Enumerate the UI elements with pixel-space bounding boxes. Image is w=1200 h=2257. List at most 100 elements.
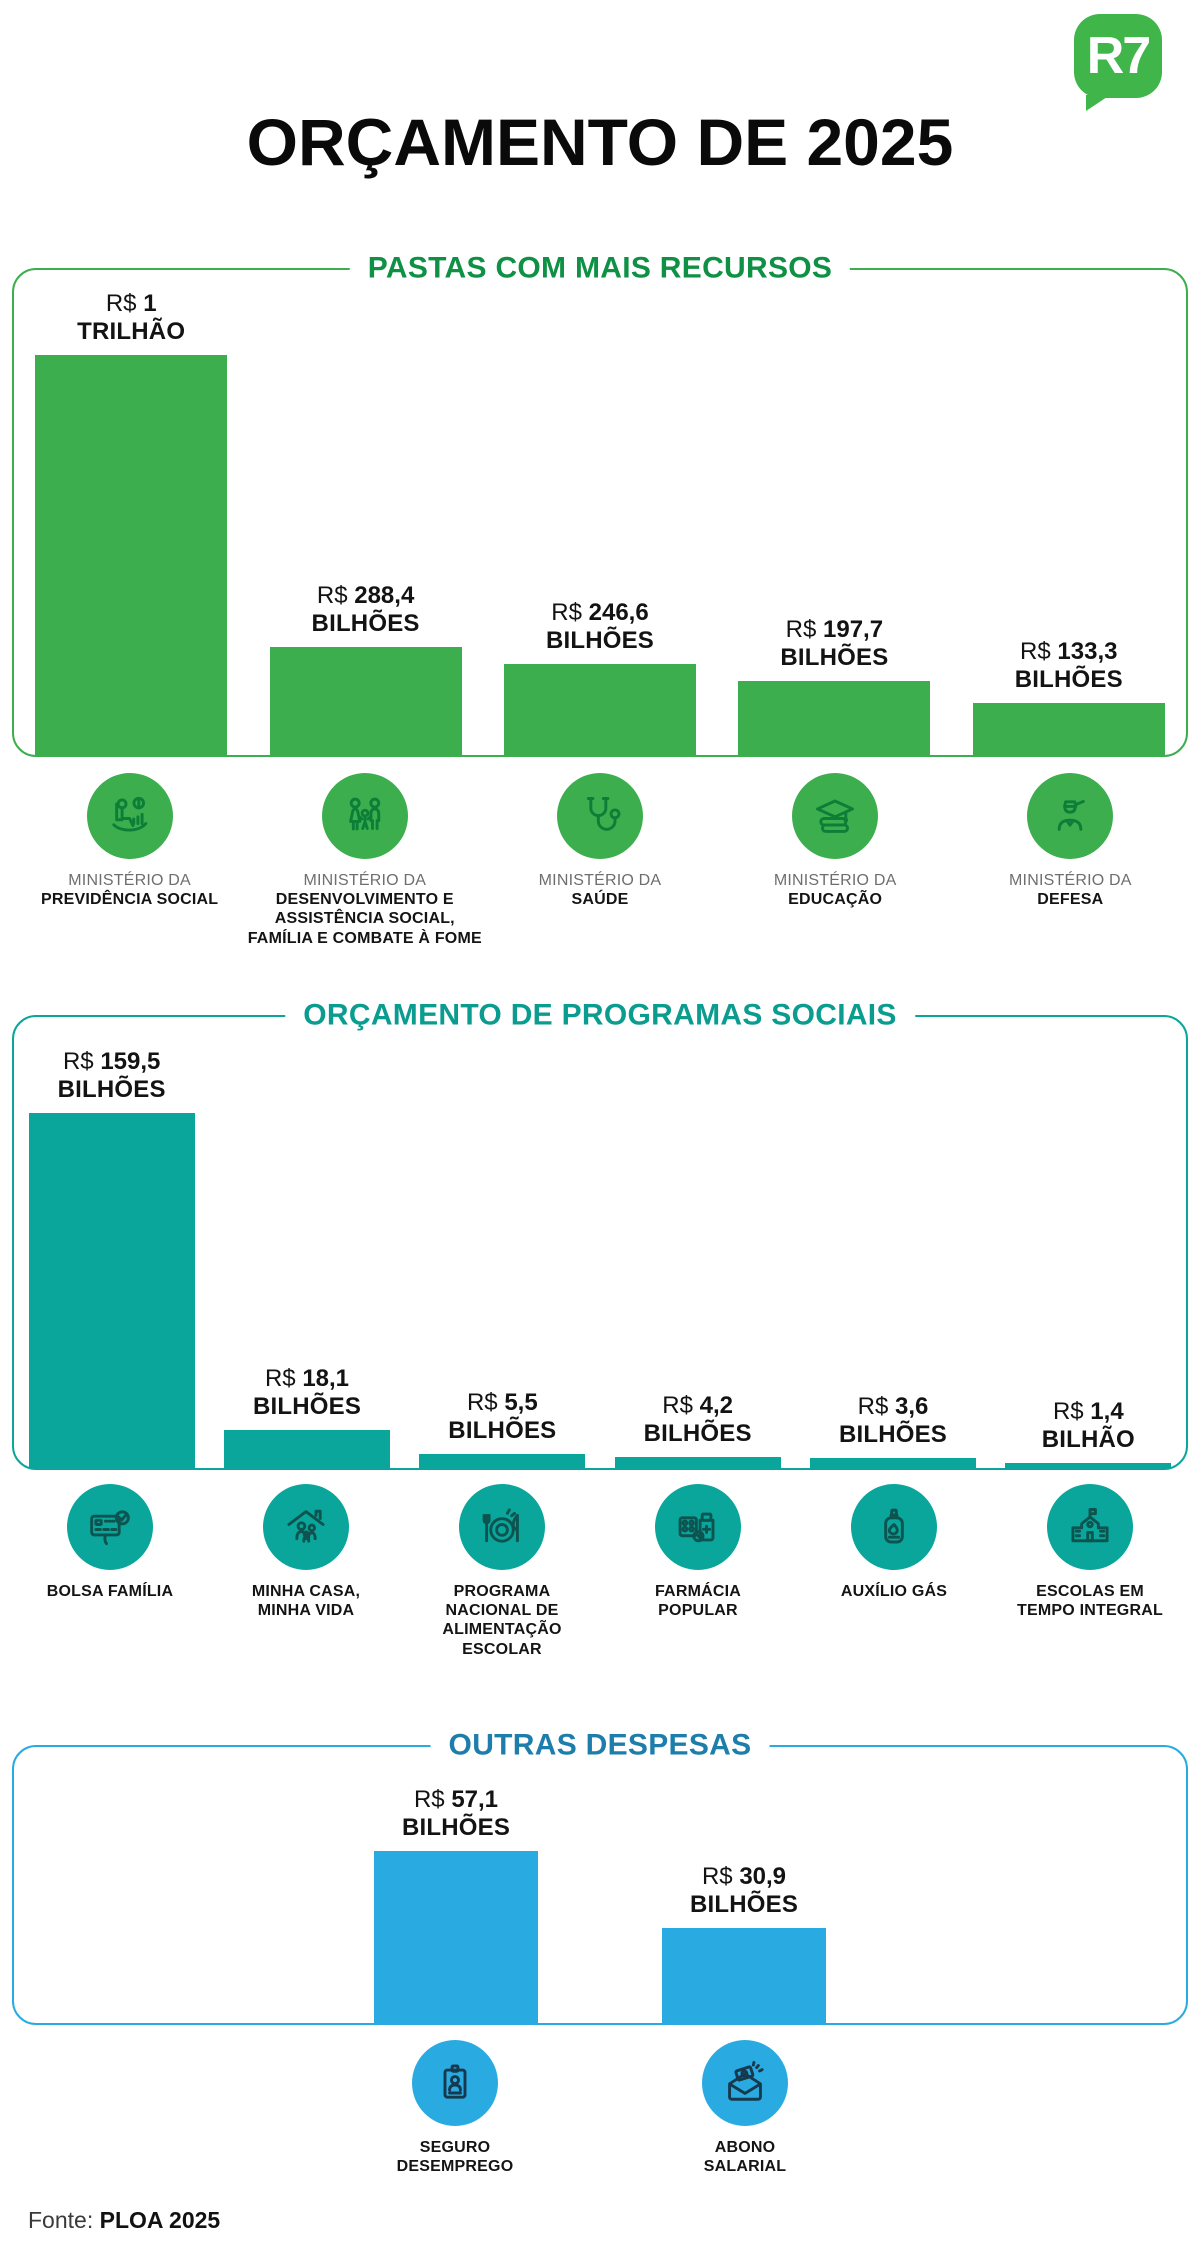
icon-circle — [263, 1484, 349, 1570]
programas-panel: ORÇAMENTO DE PROGRAMAS SOCIAIS R$ 159,5 B… — [12, 998, 1188, 1470]
bar — [662, 1928, 826, 2023]
bar-value-label: R$ 133,3 BILHÕES — [1014, 638, 1123, 694]
outras-legend: SEGURO DESEMPREGO ABONO — [12, 2040, 1188, 2180]
programas-chart: R$ 159,5 BILHÕES R$ 18,1 BILHÕES R$ 5,5 BIL… — [14, 1048, 1186, 1468]
legend-caption: ABONO SALARIAL — [703, 2139, 787, 2176]
legend-caption: AUXÍLIO GÁS — [840, 1583, 948, 1600]
bar — [809, 1458, 976, 1468]
bar — [1005, 1463, 1172, 1468]
legend-caption: FARMÁCIA POPULAR — [654, 1583, 742, 1620]
familia-people-icon — [348, 797, 380, 831]
page-title: ORÇAMENTO DE 2025 — [246, 105, 954, 179]
legend-caption: MINHA CASA, MINHA VIDA — [251, 1583, 361, 1620]
r7-logo: R7 — [1074, 14, 1162, 111]
source-value: PLOA 2025 — [99, 2207, 221, 2233]
section-title: PASTAS COM MAIS RECURSOS — [349, 251, 851, 286]
bar-column: R$ 30,9 BILHÕES — [662, 1863, 826, 2023]
defesa-soldier-icon — [1058, 799, 1086, 831]
bar-column: R$ 57,1 BILHÕES — [374, 1786, 538, 2023]
alimentacao-plate-icon — [482, 1508, 519, 1543]
bar — [269, 647, 462, 755]
bar-value-label: R$ 288,4 BILHÕES — [311, 582, 420, 638]
bolsa-familia-card-icon — [90, 1510, 130, 1546]
section-outras-despesas: OUTRAS DESPESAS R$ 57,1 BILHÕES R$ 30,9 BI… — [0, 1728, 1200, 2180]
bar-value-label: R$ 246,6 BILHÕES — [545, 599, 655, 655]
bar — [738, 681, 931, 755]
bar-column: R$ 159,5 BILHÕES — [14, 1048, 209, 1468]
bar-column: R$ 1 TRILHÃO — [14, 290, 248, 755]
bar-value-label: R$ 1,4 BILHÃO — [1041, 1398, 1135, 1454]
pastas-chart: R$ 1 TRILHÃO R$ 288,4 BILHÕES R$ 246,6 BILH… — [14, 290, 1186, 755]
previdencia-retiree-icon — [111, 796, 147, 832]
legend-caption: MINISTÉRIO DA EDUCAÇÃO — [773, 872, 897, 909]
bar-column: R$ 197,7 BILHÕES — [717, 616, 951, 755]
legend-caption: MINISTÉRIO DA DEFESA — [1009, 872, 1132, 909]
icon-circle — [792, 773, 879, 859]
programas-legend: BOLSA FAMÍLIA — [12, 1484, 1188, 1669]
legend-item: PROGRAMA NACIONAL DE ALIMENTAÇÃO ESCOLAR — [404, 1484, 600, 1669]
legend-item: FARMÁCIA POPULAR — [600, 1484, 796, 1669]
bar-value-label: R$ 4,2 BILHÕES — [643, 1392, 752, 1448]
header: R7 ORÇAMENTO DE 2025 — [0, 0, 1200, 268]
legend-item: BOLSA FAMÍLIA — [12, 1484, 208, 1669]
bar-column: R$ 246,6 BILHÕES — [483, 599, 717, 755]
auxilio-gas-cylinder-icon — [884, 1508, 904, 1544]
bar-value-label: R$ 18,1 BILHÕES — [252, 1365, 362, 1421]
section-title: ORÇAMENTO DE PROGRAMAS SOCIAIS — [285, 998, 915, 1033]
icon-circle — [1027, 773, 1114, 859]
icon-circle — [459, 1484, 545, 1570]
legend-item: ESCOLAS EM TEMPO INTEGRAL — [992, 1484, 1188, 1669]
icon-circle — [1047, 1484, 1133, 1570]
bar — [419, 1454, 586, 1468]
section-title: OUTRAS DESPESAS — [430, 1728, 770, 1763]
icon-circle — [556, 773, 643, 859]
icon-circle — [86, 773, 173, 859]
icon-circle — [321, 773, 408, 859]
icon-circle — [412, 2040, 498, 2126]
bar-value-label: R$ 3,6 BILHÕES — [838, 1393, 948, 1449]
bar — [614, 1457, 781, 1468]
r7-logo-text: R7 — [1086, 27, 1152, 85]
bar — [28, 1113, 195, 1468]
section-pastas: PASTAS COM MAIS RECURSOS R$ 1 TRILHÃO R$ … — [0, 251, 1200, 963]
legend-item: MINISTÉRIO DA PREVIDÊNCIA SOCIAL — [12, 773, 247, 963]
outras-panel: OUTRAS DESPESAS R$ 57,1 BILHÕES R$ 30,9 BI… — [12, 1728, 1188, 2025]
bar — [35, 355, 228, 755]
legend-item: MINISTÉRIO DA DESENVOLVIMENTO E ASSISTÊN… — [247, 773, 482, 963]
bar-column: R$ 1,4 BILHÃO — [991, 1398, 1186, 1468]
bar-value-label: R$ 57,1 BILHÕES — [401, 1786, 511, 1842]
bar-value-label: R$ 159,5 BILHÕES — [57, 1048, 166, 1104]
abono-salarial-envelope-icon — [728, 2060, 764, 2101]
source-note: Fonte: PLOA 2025 — [28, 2207, 1200, 2234]
bar-column: R$ 18,1 BILHÕES — [209, 1365, 404, 1468]
bar — [223, 1430, 390, 1468]
legend-item: MINISTÉRIO DA SAÚDE — [482, 773, 717, 963]
pastas-legend: MINISTÉRIO DA PREVIDÊNCIA SOCIAL — [12, 773, 1188, 963]
legend-caption: SEGURO DESEMPREGO — [396, 2139, 514, 2176]
legend-item: MINISTÉRIO DA DEFESA — [953, 773, 1188, 963]
pastas-panel: PASTAS COM MAIS RECURSOS R$ 1 TRILHÃO R$ … — [12, 251, 1188, 757]
legend-item: AUXÍLIO GÁS — [796, 1484, 992, 1669]
bar — [503, 664, 696, 755]
legend-caption: PROGRAMA NACIONAL DE ALIMENTAÇÃO ESCOLAR — [442, 1583, 562, 1658]
bar — [374, 1851, 538, 2023]
source-prefix: Fonte: — [28, 2207, 100, 2233]
legend-item: MINISTÉRIO DA EDUCAÇÃO — [718, 773, 953, 963]
icon-circle — [702, 2040, 788, 2126]
legend-caption: MINISTÉRIO DA SAÚDE — [538, 872, 662, 909]
bar-value-label: R$ 197,7 BILHÕES — [780, 616, 889, 672]
bar-column: R$ 3,6 BILHÕES — [795, 1393, 990, 1468]
bar — [972, 703, 1165, 755]
saude-stethoscope-icon — [586, 797, 621, 831]
bar-column: R$ 4,2 BILHÕES — [600, 1392, 795, 1468]
legend-item: ABONO SALARIAL — [600, 2040, 890, 2180]
farmacia-medicine-icon — [678, 1512, 715, 1543]
seguro-desemprego-badge-icon — [443, 2064, 467, 2099]
icon-circle — [851, 1484, 937, 1570]
bar-column: R$ 288,4 BILHÕES — [248, 582, 482, 755]
outras-chart: R$ 57,1 BILHÕES R$ 30,9 BILHÕES — [14, 1786, 1186, 2023]
icon-circle — [67, 1484, 153, 1570]
icon-circle — [655, 1484, 741, 1570]
minha-casa-house-icon — [287, 1509, 325, 1543]
